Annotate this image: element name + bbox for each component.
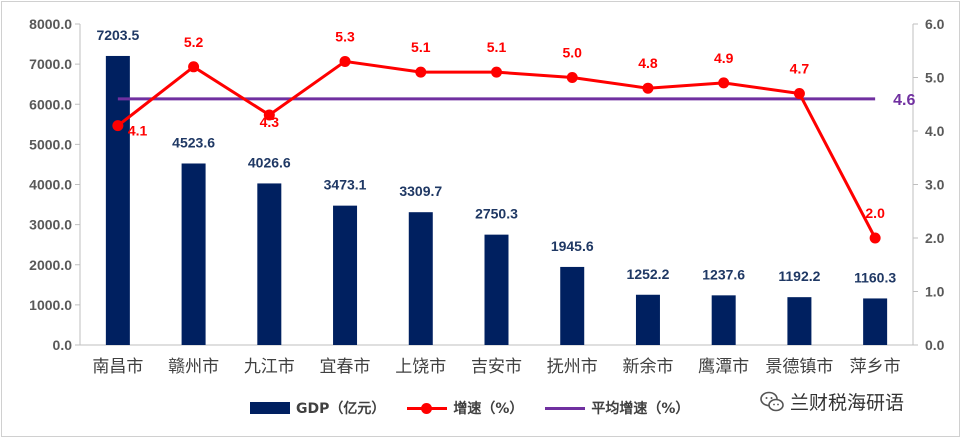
legend-gdp-swatch (250, 402, 290, 414)
growth-point-label: 4.1 (128, 123, 148, 139)
category-label: 南昌市 (92, 357, 143, 377)
gdp-bar (181, 163, 206, 345)
left-tick-label: 1000.0 (29, 297, 72, 313)
avg-growth-label: 4.6 (893, 92, 915, 109)
category-label: 吉安市 (471, 357, 522, 377)
growth-point (793, 88, 805, 100)
legend-growth-swatch (407, 402, 448, 414)
growth-point (263, 109, 275, 121)
category-label: 宜春市 (320, 357, 371, 377)
left-tick-label: 6000.0 (29, 96, 72, 112)
growth-point (112, 120, 124, 132)
gdp-bar-label: 1252.2 (627, 266, 670, 282)
gdp-bar-label: 2750.3 (475, 206, 518, 222)
chart-legend: GDP（亿元） 增速（%） 平均增速（%） (250, 398, 689, 418)
left-tick-label: 4000.0 (29, 177, 72, 193)
growth-point-label: 5.3 (335, 28, 355, 44)
category-label: 新余市 (622, 357, 673, 377)
gdp-bar-label: 1945.6 (551, 238, 594, 254)
left-tick-label: 3000.0 (29, 217, 72, 233)
gdp-bar-label: 1160.3 (854, 269, 896, 285)
right-tick-label: 6.0 (925, 16, 945, 32)
growth-point-label: 4.3 (260, 114, 280, 130)
growth-point (566, 72, 578, 83)
growth-point-label: 5.0 (562, 45, 582, 61)
growth-point (718, 77, 730, 89)
legend-avg-label: 平均增速（%） (591, 401, 690, 417)
growth-point (339, 55, 351, 67)
gdp-bar (105, 55, 130, 345)
gdp-bar (560, 266, 585, 345)
right-tick-label: 2.0 (925, 230, 945, 246)
gdp-bar-label: 1192.2 (778, 268, 820, 284)
category-label: 上饶市 (395, 357, 446, 377)
gdp-bar (257, 183, 282, 345)
gdp-bar (787, 297, 812, 345)
gdp-bar (408, 212, 433, 345)
watermark: 兰财税海研语 (760, 388, 904, 415)
legend-gdp-label: GDP（亿元） (296, 401, 386, 417)
left-tick-label: 2000.0 (29, 257, 72, 273)
gdp-bar (333, 205, 358, 345)
category-label: 景德镇市 (765, 357, 833, 377)
growth-point (642, 82, 654, 94)
right-tick-label: 5.0 (925, 70, 945, 86)
growth-point-label: 5.2 (184, 34, 204, 50)
legend-avg-swatch (545, 402, 586, 414)
gdp-bar (635, 294, 660, 345)
left-tick-label: 5000.0 (29, 136, 72, 152)
right-tick-label: 0.0 (925, 337, 945, 353)
category-label: 萍乡市 (850, 357, 901, 377)
wechat-icon (760, 391, 784, 411)
gdp-bar-label: 3309.7 (399, 183, 442, 199)
category-label: 赣州市 (168, 357, 219, 377)
watermark-text: 兰财税海研语 (790, 392, 905, 414)
gdp-bar (711, 295, 736, 345)
legend-avg: 平均增速（%） (545, 398, 689, 418)
gdp-bar-label: 7203.5 (96, 27, 139, 43)
category-label: 九江市 (244, 357, 295, 377)
growth-point (188, 61, 200, 73)
gdp-bar-label: 3473.1 (324, 177, 367, 193)
legend-growth: 增速（%） (407, 398, 523, 418)
growth-point-label: 4.9 (714, 50, 734, 66)
gdp-bar (484, 234, 509, 345)
gdp-bar-label: 4026.6 (248, 154, 291, 170)
growth-point (415, 66, 427, 78)
gdp-bar-label: 4523.6 (172, 134, 215, 150)
legend-growth-label: 增速（%） (453, 401, 524, 417)
category-label: 鹰潭市 (698, 357, 749, 377)
gdp-bar-label: 1237.6 (702, 266, 745, 282)
growth-point (491, 66, 502, 78)
gdp-bar (863, 298, 888, 345)
left-tick-label: 8000.0 (29, 16, 72, 32)
growth-point-label: 4.8 (638, 55, 658, 71)
right-tick-label: 4.0 (925, 123, 945, 139)
right-tick-label: 3.0 (925, 177, 945, 193)
category-label: 抚州市 (547, 357, 598, 377)
growth-point-label: 5.1 (487, 39, 507, 55)
left-tick-label: 7000.0 (29, 56, 72, 72)
growth-point-label: 5.1 (411, 39, 431, 55)
right-tick-label: 1.0 (925, 284, 945, 300)
growth-point-label: 4.7 (790, 61, 810, 77)
growth-point (869, 232, 881, 244)
legend-gdp: GDP（亿元） (250, 398, 385, 418)
growth-point-label: 2.0 (865, 205, 885, 221)
left-tick-label: 0.0 (53, 337, 73, 353)
